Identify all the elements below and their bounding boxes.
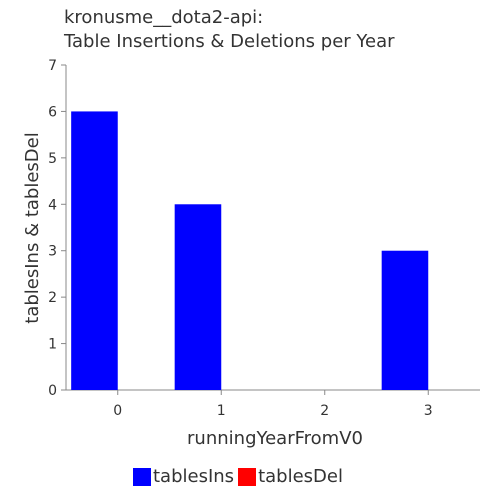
y-tick-label: 1: [48, 337, 57, 353]
x-tick-label: 2: [320, 403, 329, 419]
legend-label-tablesDel: tablesDel: [258, 466, 343, 487]
legend-swatch-tablesDel: [238, 467, 257, 486]
y-tick-label: 2: [48, 290, 57, 306]
legend-label-tablesIns: tablesIns: [153, 466, 235, 487]
bar-tablesIns-1: [174, 204, 222, 390]
x-tick-label: 3: [424, 403, 433, 419]
y-axis-label: tablesIns & tablesDel: [22, 132, 43, 323]
x-axis-label: runningYearFromV0: [187, 428, 363, 449]
x-tick-label: 0: [113, 403, 122, 419]
chart-title-line-2: Table Insertions & Deletions per Year: [64, 31, 395, 52]
y-tick-label: 5: [48, 151, 57, 167]
bar-tablesIns-3: [381, 250, 429, 390]
y-axis: 0 1 2 3 4 5 6 7: [48, 58, 67, 399]
bars: [71, 111, 429, 390]
y-tick-label: 0: [48, 383, 57, 399]
chart-title: kronusme__dota2-api: Table Insertions & …: [64, 6, 395, 54]
y-tick-label: 7: [48, 58, 57, 74]
y-tick-label: 3: [48, 244, 57, 260]
chart-title-line-1: kronusme__dota2-api:: [64, 7, 264, 28]
y-tick-label: 6: [48, 104, 57, 120]
legend: tablesIns tablesDel: [133, 466, 347, 487]
bar-tablesIns-0: [71, 111, 118, 390]
x-axis: 0 1 2 3: [66, 389, 480, 419]
legend-swatch-tablesIns: [133, 467, 151, 486]
legend-item-tablesIns: tablesIns: [133, 466, 234, 487]
legend-item-tablesDel: tablesDel: [238, 466, 343, 487]
x-tick-label: 1: [217, 403, 226, 419]
y-tick-label: 4: [48, 197, 57, 213]
